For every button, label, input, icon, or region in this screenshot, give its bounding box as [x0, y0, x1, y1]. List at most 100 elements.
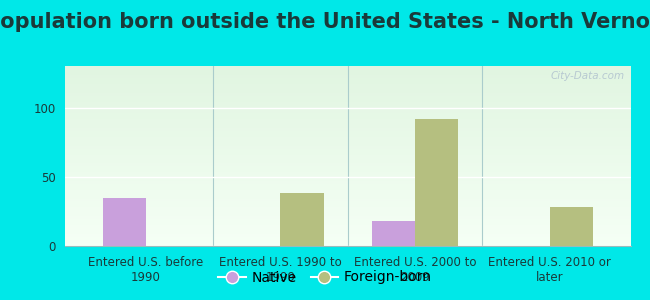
Bar [65, 69, 630, 70]
Bar [65, 205, 630, 206]
Bar [65, 70, 630, 71]
Bar [65, 104, 630, 105]
Text: City-Data.com: City-Data.com [551, 71, 625, 81]
Bar [65, 113, 630, 114]
Bar [65, 221, 630, 222]
Bar [65, 85, 630, 86]
Bar [65, 171, 630, 172]
Bar [65, 143, 630, 144]
Bar [65, 182, 630, 183]
Bar [65, 149, 630, 150]
Bar [65, 90, 630, 91]
Bar [65, 204, 630, 205]
Bar [65, 146, 630, 147]
Bar [65, 212, 630, 213]
Bar [65, 66, 630, 67]
Bar [65, 124, 630, 125]
Bar [65, 105, 630, 106]
Bar [65, 127, 630, 128]
Bar [280, 194, 324, 246]
Bar [65, 115, 630, 116]
Bar [65, 238, 630, 239]
Bar [65, 139, 630, 140]
Bar [65, 210, 630, 211]
Bar [65, 144, 630, 145]
Bar [65, 103, 630, 104]
Bar [65, 114, 630, 115]
Bar [65, 166, 630, 167]
Bar [65, 95, 630, 96]
Bar [65, 78, 630, 79]
Bar [65, 73, 630, 74]
Bar [65, 235, 630, 236]
Bar [65, 165, 630, 166]
Bar [65, 102, 630, 103]
Bar [65, 82, 630, 83]
Bar [65, 242, 630, 243]
Bar [65, 154, 630, 155]
Bar [65, 234, 630, 235]
Bar [65, 243, 630, 244]
Bar [65, 192, 630, 193]
Bar [65, 137, 630, 138]
Bar [65, 158, 630, 159]
Bar [65, 147, 630, 148]
Bar [65, 128, 630, 129]
Bar [65, 185, 630, 186]
Bar [65, 76, 630, 77]
Bar [65, 126, 630, 127]
Bar [65, 100, 630, 101]
Bar [65, 94, 630, 95]
Bar [65, 223, 630, 224]
Bar [65, 151, 630, 152]
Bar [65, 138, 630, 139]
Bar [65, 231, 630, 232]
Bar [65, 117, 630, 118]
Bar [65, 172, 630, 173]
Bar [65, 136, 630, 137]
Bar [65, 80, 630, 81]
Bar [65, 198, 630, 199]
Bar [65, 164, 630, 165]
Bar [65, 84, 630, 85]
Bar [65, 187, 630, 188]
Bar [65, 191, 630, 192]
Bar [65, 177, 630, 178]
Bar [65, 121, 630, 122]
Bar [65, 207, 630, 208]
Bar [65, 123, 630, 124]
Bar [65, 140, 630, 141]
Bar [65, 203, 630, 204]
Bar [65, 74, 630, 75]
Bar [65, 244, 630, 245]
Text: Population born outside the United States - North Vernon: Population born outside the United State… [0, 12, 650, 32]
Bar [65, 239, 630, 240]
Bar [65, 179, 630, 180]
Bar [65, 119, 630, 120]
Bar [65, 133, 630, 134]
Bar [65, 68, 630, 69]
Bar [65, 107, 630, 108]
Bar [65, 200, 630, 201]
Bar [65, 168, 630, 169]
Bar [65, 194, 630, 195]
Bar [65, 155, 630, 156]
Bar [65, 232, 630, 233]
Bar [65, 125, 630, 126]
Bar [65, 176, 630, 177]
Bar [65, 213, 630, 214]
Bar [65, 109, 630, 110]
Bar [65, 240, 630, 241]
Bar [65, 120, 630, 121]
Bar [65, 230, 630, 231]
Bar [65, 88, 630, 89]
Bar [65, 193, 630, 194]
Bar [372, 221, 415, 246]
Bar [65, 86, 630, 87]
Bar [65, 75, 630, 76]
Bar [65, 87, 630, 88]
Bar [65, 217, 630, 218]
Bar [65, 91, 630, 92]
Bar [65, 206, 630, 207]
Bar [65, 92, 630, 93]
